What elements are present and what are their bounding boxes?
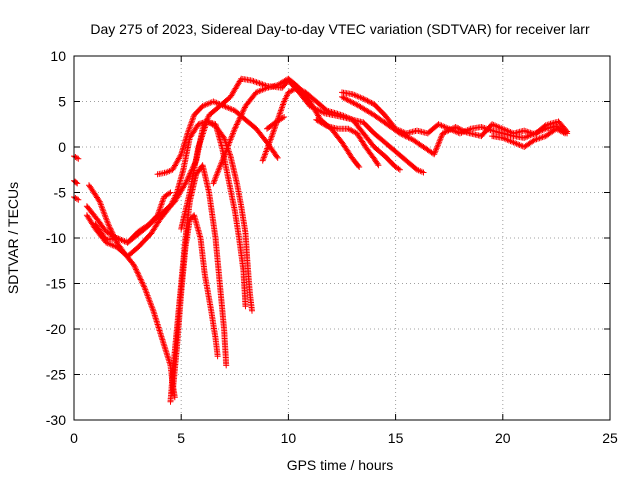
y-tick-label: -10	[46, 230, 66, 246]
y-tick-label: -25	[46, 367, 66, 383]
series-arc-18	[489, 125, 568, 150]
plus-markers	[92, 189, 174, 246]
series-arc-11	[169, 212, 221, 396]
series-arc-7	[92, 189, 174, 246]
chart-title: Day 275 of 2023, Sidereal Day-to-day VTE…	[90, 21, 590, 37]
x-axis-label: GPS time / hours	[287, 457, 394, 473]
plus-markers	[313, 116, 382, 169]
x-tick-label: 20	[495, 430, 511, 446]
plus-markers	[264, 114, 288, 132]
y-tick-label: -30	[46, 412, 66, 428]
plus-markers	[489, 125, 568, 150]
y-axis-label: SDTVAR / TECUs	[5, 182, 21, 294]
x-tick-label: 0	[70, 430, 78, 446]
series-arc-14	[264, 114, 288, 132]
x-tick-label: 25	[602, 430, 618, 446]
series-arc-17	[313, 116, 382, 169]
y-tick-label: -15	[46, 276, 66, 292]
y-tick-label: 10	[50, 48, 66, 64]
y-tick-label: 0	[58, 139, 66, 155]
data-points	[71, 75, 571, 405]
series-arc-16	[339, 93, 571, 158]
x-tick-label: 5	[177, 430, 185, 446]
plus-markers	[259, 84, 403, 173]
x-tick-label: 10	[281, 430, 297, 446]
series-arc-13	[259, 84, 403, 173]
x-tick-label: 15	[388, 430, 404, 446]
axis-ticks: 0 5 10 15 20 25 -30 -25 -20 -15 -10 -5 0 5 10	[46, 48, 618, 446]
plus-markers	[339, 93, 571, 158]
y-tick-label: -5	[54, 185, 67, 201]
y-tick-label: -20	[46, 321, 66, 337]
plus-markers	[169, 212, 221, 396]
y-tick-label: 5	[58, 94, 66, 110]
